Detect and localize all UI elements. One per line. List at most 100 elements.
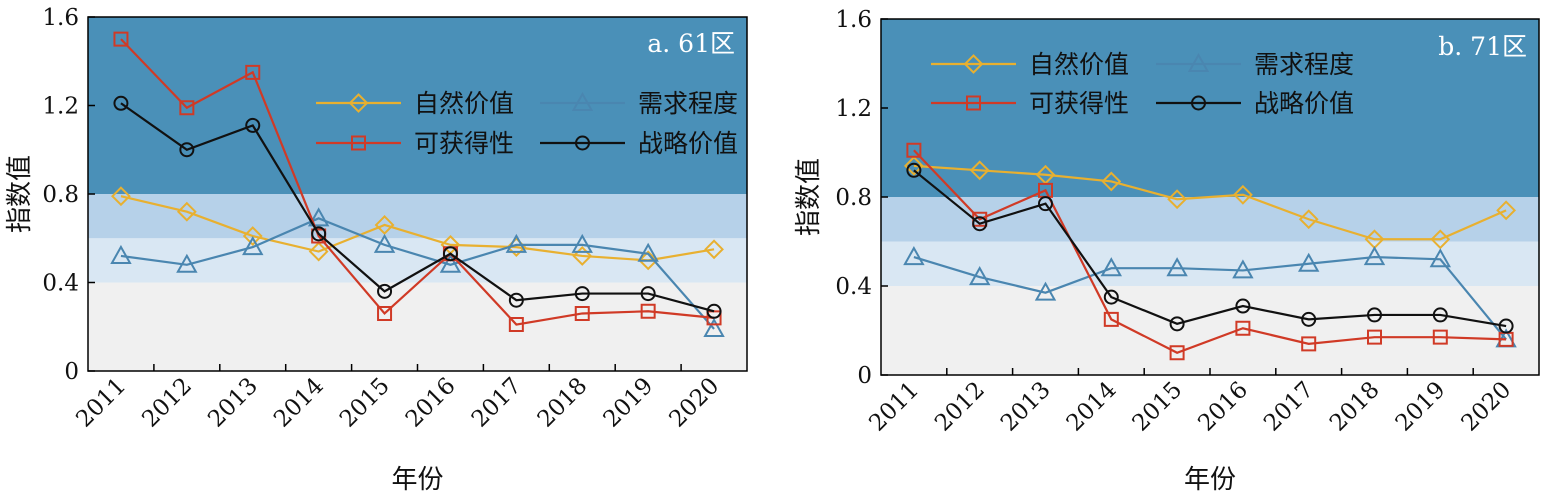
x-tick-label: 2012 [930, 377, 990, 437]
x-tick-label: 2018 [533, 373, 593, 433]
data-point-triangle [1429, 248, 1452, 268]
data-point-square [1301, 336, 1317, 352]
data-point-diamond [111, 186, 131, 207]
x-tick-label: 2020 [1457, 377, 1517, 437]
series-line-circle [120, 102, 715, 313]
x-tick-label: 2019 [1391, 377, 1451, 437]
y-tick-label: 0.4 [42, 271, 79, 297]
y-tick-label: 0 [64, 359, 79, 385]
data-point-triangle [176, 253, 198, 273]
background-band [881, 19, 1539, 197]
data-point-diamond [1101, 171, 1122, 192]
background-band [88, 17, 747, 194]
x-tick-label: 2013 [203, 373, 263, 433]
x-tick-label: 2017 [1259, 377, 1319, 437]
x-tick-label: 2014 [269, 373, 329, 433]
series-line-square [120, 38, 715, 326]
data-point-diamond [374, 215, 395, 235]
y-tick-label: 0.4 [835, 274, 872, 300]
data-point-square [640, 303, 656, 319]
y-tick-label: 1.6 [42, 5, 79, 31]
series-line-diamond [913, 164, 1507, 241]
data-point-triangle [373, 233, 396, 253]
data-point-circle [1235, 298, 1251, 314]
data-point-triangle [242, 236, 264, 256]
data-point-triangle [571, 233, 593, 253]
legend-label: 自然价值 [1029, 50, 1129, 79]
series-line-triangle [120, 217, 715, 330]
legend-label: 可获得性 [1029, 89, 1129, 118]
series-line-triangle [913, 255, 1507, 341]
data-point-circle [574, 286, 590, 302]
data-point-circle [1432, 307, 1448, 323]
data-point-triangle [439, 253, 462, 273]
data-point-triangle [307, 207, 330, 227]
series-line-circle [913, 169, 1507, 328]
data-point-circle [1367, 307, 1382, 323]
background-band [881, 286, 1539, 375]
data-point-diamond [1232, 184, 1253, 205]
x-tick-label: 2011 [71, 373, 131, 433]
x-tick-label: 2019 [599, 373, 659, 433]
data-point-diamond [176, 201, 197, 222]
legend-label: 战略价值 [638, 129, 738, 158]
legend-label: 自然价值 [414, 89, 514, 118]
legend-marker-triangle [571, 91, 594, 111]
y-axis-title: 指数值 [794, 158, 824, 236]
data-point-triangle [1034, 281, 1057, 301]
data-point-square [113, 31, 129, 47]
data-point-circle [508, 292, 524, 308]
background-band [88, 282, 747, 371]
data-point-diamond [704, 239, 724, 260]
data-point-diamond [1430, 229, 1451, 250]
data-point-circle [179, 142, 195, 158]
data-point-circle [311, 226, 327, 242]
data-point-square [574, 305, 590, 321]
data-point-square [1169, 345, 1185, 361]
data-point-square [906, 142, 922, 158]
data-point-triangle [1166, 257, 1188, 277]
data-point-triangle [1232, 259, 1254, 279]
data-point-circle [113, 95, 129, 111]
x-tick-label: 2018 [1325, 377, 1385, 437]
data-point-circle [640, 286, 656, 302]
x-tick-label: 2015 [335, 373, 395, 433]
legend-label: 需求程度 [638, 89, 738, 118]
data-point-diamond [1167, 189, 1188, 210]
series-line-diamond [120, 195, 715, 262]
data-point-diamond [1298, 209, 1319, 230]
data-point-circle [1038, 196, 1053, 212]
data-point-square [377, 305, 393, 321]
data-point-triangle [637, 242, 659, 262]
x-tick-label: 2016 [1193, 377, 1253, 437]
data-point-circle [1498, 318, 1514, 334]
data-point-square [311, 228, 327, 244]
data-point-diamond [572, 246, 593, 266]
legend-marker-diamond [963, 54, 984, 74]
x-tick-label: 2017 [467, 373, 527, 433]
data-point-diamond [308, 241, 329, 262]
x-axis-title: 年份 [391, 465, 443, 495]
data-point-square [1038, 182, 1053, 198]
data-point-square [179, 100, 195, 116]
data-point-square [1235, 320, 1251, 336]
data-point-diamond [638, 250, 659, 271]
x-tick-label: 2012 [137, 373, 197, 433]
y-tick-label: 1.6 [835, 7, 872, 33]
data-point-square [245, 64, 261, 80]
data-point-diamond [1496, 200, 1517, 221]
legend-label: 需求程度 [1254, 50, 1354, 79]
data-point-triangle [1363, 246, 1386, 266]
data-point-square [1432, 329, 1448, 345]
y-tick-label: 0 [857, 363, 872, 389]
data-point-circle [1301, 311, 1317, 327]
x-tick-label: 2020 [665, 373, 725, 433]
legend-marker-triangle [1187, 52, 1210, 72]
data-point-circle [1103, 289, 1119, 305]
background-band [88, 194, 747, 239]
data-point-triangle [903, 246, 925, 266]
data-point-triangle [505, 233, 528, 253]
x-tick-label: 2015 [1128, 377, 1188, 437]
panel-label: a. 61区 [647, 29, 735, 58]
data-point-square [706, 310, 722, 326]
